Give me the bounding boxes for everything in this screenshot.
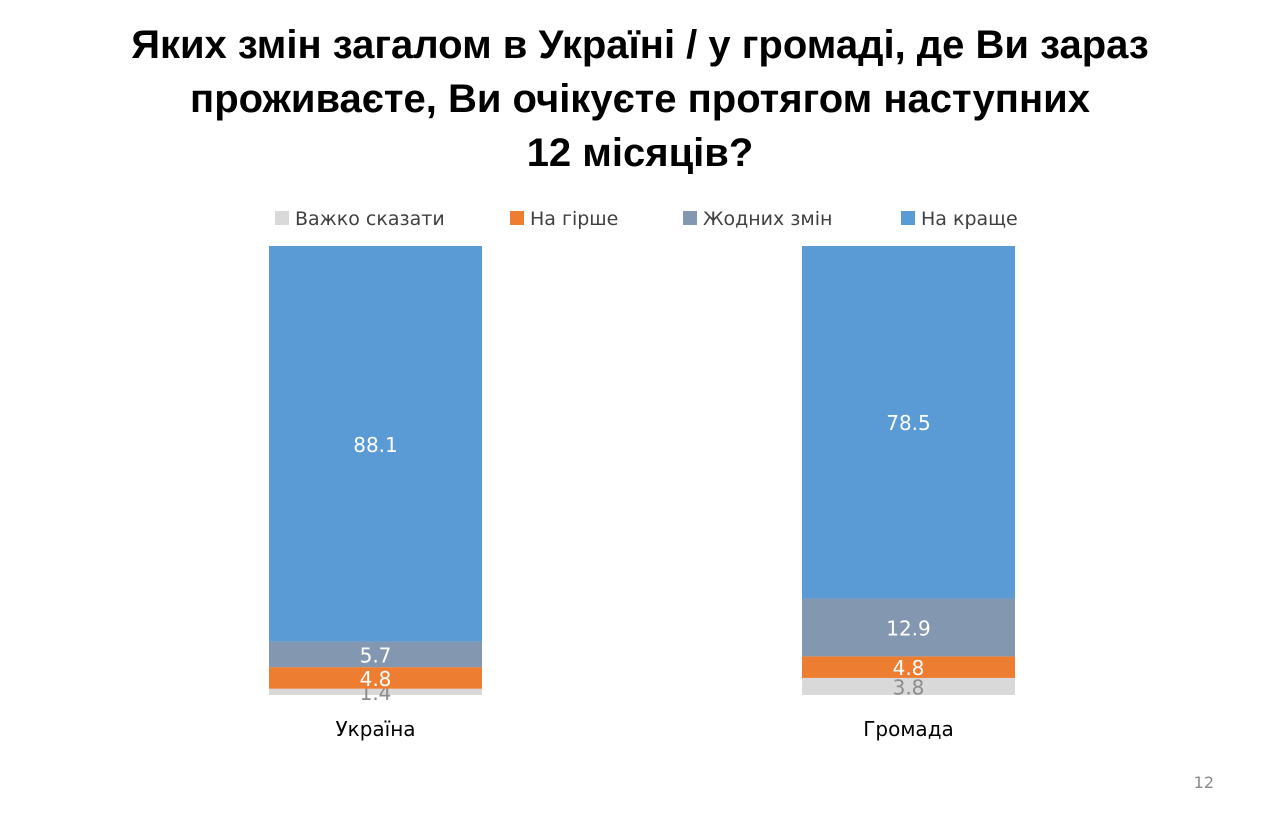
data-label-жодних-змін-1: 12.9 [886, 616, 931, 640]
bar-segment-жодних-змін-1 [802, 598, 1015, 657]
x-axis-labels: Україна Громада [335, 717, 953, 741]
bar-segment-на-гірше-0 [269, 667, 482, 689]
data-label-на-гірше-0: 4.8 [360, 667, 392, 691]
bar-segment-жодних-змін-0 [269, 641, 482, 668]
x-axis-label-0: Україна [335, 717, 415, 741]
chart-bars: 1.44.85.788.13.84.812.978.5 [269, 246, 1015, 705]
data-label-на-гірше-1: 4.8 [893, 656, 925, 680]
legend-swatch-2 [683, 211, 697, 225]
page-title: Яких змін загалом в Україні / у громаді,… [40, 18, 1240, 180]
chart-legend: Важко сказати На гірше Жодних змін На краще [275, 208, 1018, 230]
bar-segment-важко-сказати-1 [802, 677, 1015, 695]
data-label-на-краще-0: 88.1 [353, 433, 398, 457]
title-line-1: Яких змін загалом в Україні / у громаді,… [131, 23, 1149, 67]
legend-label-2: Жодних змін [703, 208, 832, 230]
legend-swatch-1 [510, 211, 524, 225]
page-number: 12 [1193, 773, 1214, 792]
legend-swatch-0 [275, 211, 289, 225]
bar-segment-на-гірше-1 [802, 656, 1015, 678]
title-line-3: 12 місяців? [526, 131, 754, 175]
legend-swatch-3 [901, 211, 915, 225]
bar-segment-важко-сказати-0 [269, 688, 482, 695]
title-line-2: проживаєте, Ви очікуєте протягом наступн… [190, 77, 1090, 121]
data-label-важко-сказати-1: 3.8 [893, 675, 925, 699]
legend-label-3: На краще [921, 208, 1018, 230]
x-axis-label-1: Громада [863, 717, 954, 741]
bar-segment-на-краще-1 [802, 246, 1015, 599]
legend-label-0: Важко сказати [295, 208, 445, 230]
bar-segment-на-краще-0 [269, 246, 482, 642]
legend-label-1: На гірше [530, 208, 618, 230]
data-label-жодних-змін-0: 5.7 [360, 643, 392, 667]
data-label-на-краще-1: 78.5 [886, 411, 931, 435]
